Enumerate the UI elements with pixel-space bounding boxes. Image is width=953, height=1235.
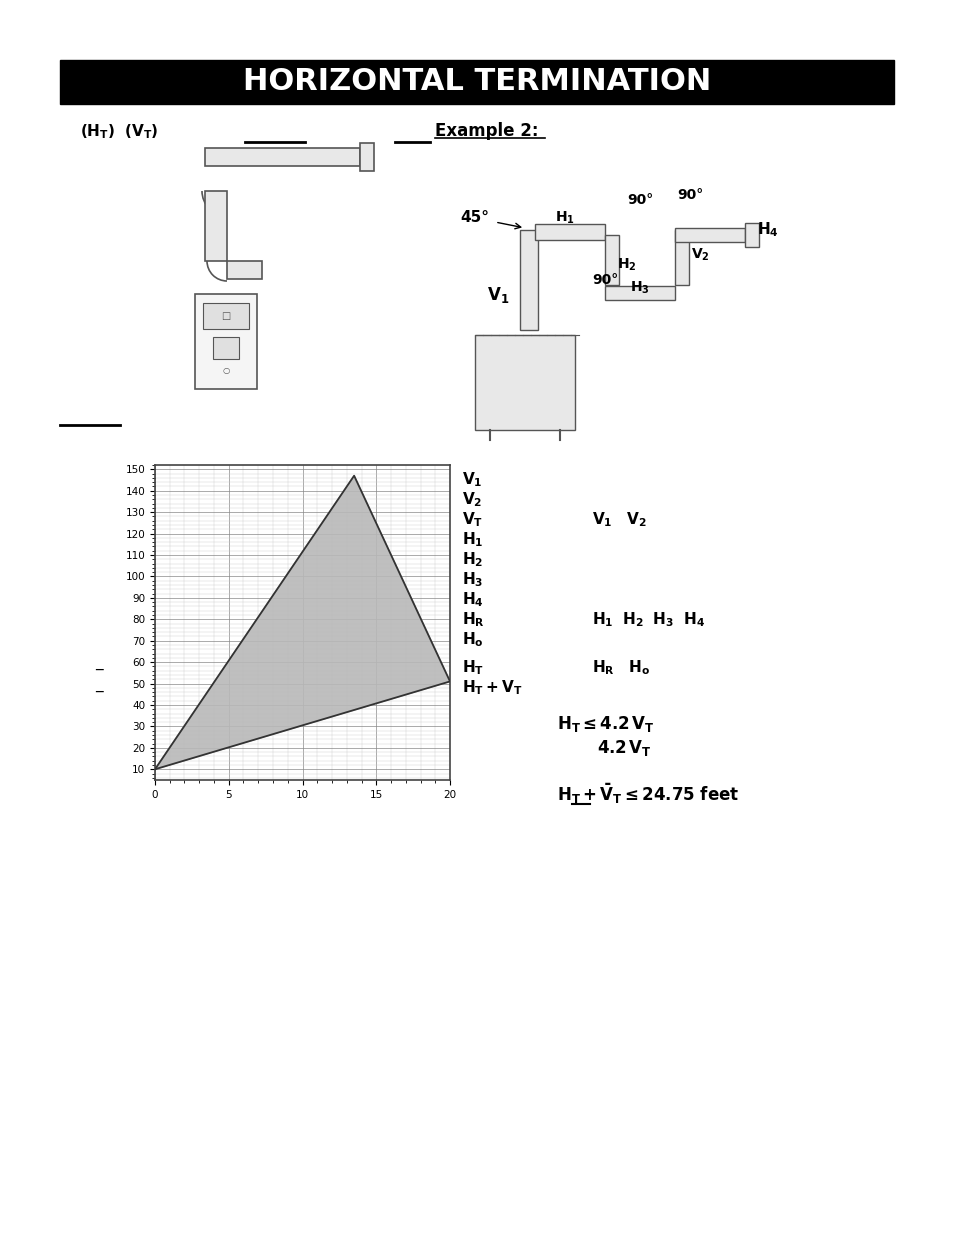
Bar — [475, 335, 575, 430]
Text: $\mathbf{4.2\,V_T}$: $\mathbf{4.2\,V_T}$ — [597, 739, 651, 758]
Text: _: _ — [95, 677, 103, 692]
Bar — [519, 230, 537, 330]
Polygon shape — [154, 475, 450, 769]
Bar — [213, 337, 239, 359]
Text: $\mathbf{V_2}$: $\mathbf{V_2}$ — [461, 490, 482, 509]
Bar — [675, 228, 744, 242]
Text: _: _ — [95, 655, 103, 671]
Text: $\mathbf{H_3}$: $\mathbf{H_3}$ — [461, 571, 483, 589]
Text: $\mathbf{V_T}$: $\mathbf{V_T}$ — [461, 510, 483, 529]
Text: 45°: 45° — [460, 210, 489, 226]
Text: Example 2:: Example 2: — [435, 122, 537, 140]
Text: ○: ○ — [222, 367, 230, 375]
Bar — [744, 224, 759, 247]
Text: $\mathbf{H_4}$: $\mathbf{H_4}$ — [757, 221, 778, 240]
Text: □: □ — [221, 311, 231, 321]
Text: $\mathbf{H_1}$: $\mathbf{H_1}$ — [461, 530, 483, 548]
Bar — [535, 224, 604, 240]
Text: $\mathbf{(H_T)}$  $\mathbf{(V_T)}$: $\mathbf{(H_T)}$ $\mathbf{(V_T)}$ — [80, 122, 158, 141]
Text: $\mathbf{V_1}$   $\mathbf{V_2}$: $\mathbf{V_1}$ $\mathbf{V_2}$ — [592, 510, 646, 529]
Text: $\mathbf{H_2}$: $\mathbf{H_2}$ — [617, 257, 637, 273]
Text: $\mathbf{H_T + \bar{V}_T \leq 24.75\ feet}$: $\mathbf{H_T + \bar{V}_T \leq 24.75\ fee… — [557, 782, 739, 806]
Text: $\mathbf{H_T + V_T}$: $\mathbf{H_T + V_T}$ — [461, 678, 522, 697]
Text: 90°: 90° — [677, 188, 702, 203]
Text: $\mathbf{H_R}$   $\mathbf{H_o}$: $\mathbf{H_R}$ $\mathbf{H_o}$ — [592, 658, 649, 677]
Bar — [604, 287, 675, 300]
Text: 90°: 90° — [626, 193, 653, 207]
Bar — [60, 61, 893, 104]
Text: $\mathbf{V_1}$: $\mathbf{V_1}$ — [461, 471, 482, 489]
Bar — [205, 148, 359, 165]
Text: $\mathbf{H_R}$: $\mathbf{H_R}$ — [461, 610, 484, 629]
Text: $\mathbf{H_2}$: $\mathbf{H_2}$ — [461, 550, 483, 568]
Text: $\mathbf{H_T \leq 4.2\,V_T}$: $\mathbf{H_T \leq 4.2\,V_T}$ — [557, 714, 654, 734]
Bar — [359, 143, 374, 170]
Bar — [227, 261, 262, 279]
Bar — [205, 191, 227, 261]
Text: HORIZONTAL TERMINATION: HORIZONTAL TERMINATION — [243, 68, 710, 96]
Bar — [604, 235, 618, 285]
Bar — [194, 294, 256, 389]
Text: $\mathbf{V_1}$: $\mathbf{V_1}$ — [486, 285, 509, 305]
Text: $\mathbf{H_1}$  $\mathbf{H_2}$  $\mathbf{H_3}$  $\mathbf{H_4}$: $\mathbf{H_1}$ $\mathbf{H_2}$ $\mathbf{H… — [592, 610, 704, 629]
Text: 90°: 90° — [591, 273, 618, 287]
Text: $\mathbf{H_1}$: $\mathbf{H_1}$ — [555, 210, 575, 226]
Text: $\mathbf{H_o}$: $\mathbf{H_o}$ — [461, 630, 483, 648]
Text: $\mathbf{H_T}$: $\mathbf{H_T}$ — [461, 658, 484, 677]
Bar — [675, 230, 688, 285]
Text: $\mathbf{H_3}$: $\mathbf{H_3}$ — [630, 280, 649, 296]
Text: $\mathbf{H_4}$: $\mathbf{H_4}$ — [461, 590, 483, 609]
Bar — [203, 303, 249, 329]
Text: $\mathbf{V_2}$: $\mathbf{V_2}$ — [690, 247, 709, 263]
